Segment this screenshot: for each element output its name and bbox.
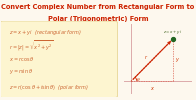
Text: $r = |z| = \sqrt{x^2 + y^2}$: $r = |z| = \sqrt{x^2 + y^2}$	[9, 40, 54, 53]
Text: $z = x + yi$  (rectangular form): $z = x + yi$ (rectangular form)	[9, 28, 82, 36]
Text: $x$: $x$	[150, 85, 155, 92]
Text: $\theta$: $\theta$	[136, 76, 141, 83]
Text: $z = x + yi$: $z = x + yi$	[163, 28, 182, 36]
Text: $r$: $r$	[144, 53, 148, 61]
Text: $y = r\sin\theta$: $y = r\sin\theta$	[9, 67, 33, 76]
Text: Convert Complex Number from Rectangular Form to: Convert Complex Number from Rectangular …	[1, 4, 195, 10]
FancyBboxPatch shape	[0, 21, 118, 98]
Text: Polar (Trigonometric) Form: Polar (Trigonometric) Form	[48, 16, 148, 22]
Text: $x = r\cos\theta$: $x = r\cos\theta$	[9, 55, 35, 63]
Text: $y$: $y$	[175, 56, 180, 64]
Text: $z = r(\cos\theta + i\sin\theta)$  (polar form): $z = r(\cos\theta + i\sin\theta)$ (polar…	[9, 83, 89, 92]
